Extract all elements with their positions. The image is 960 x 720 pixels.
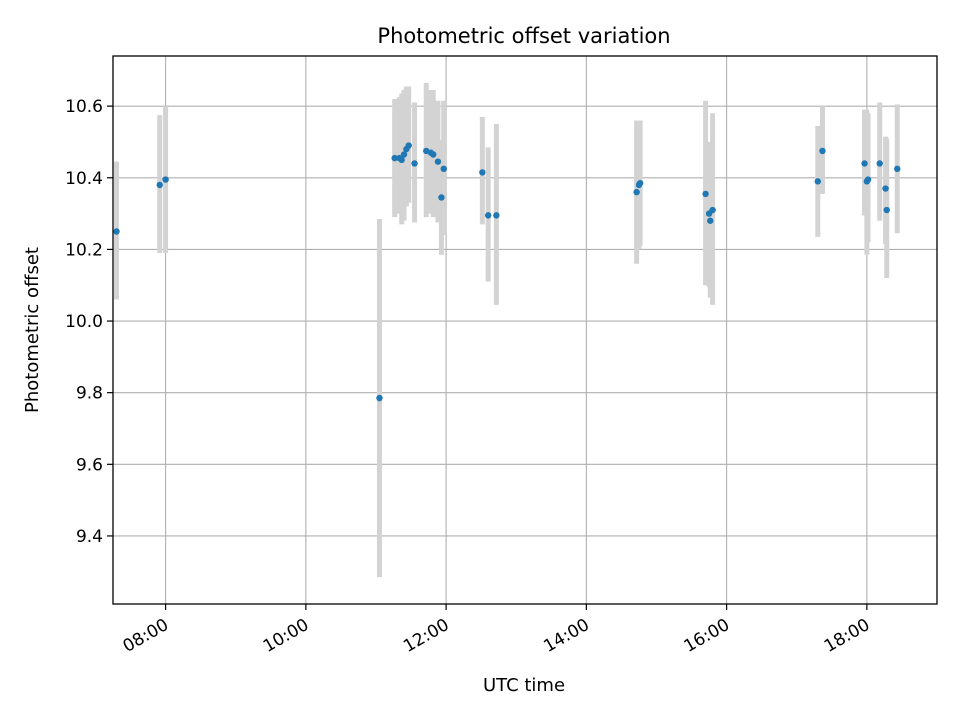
data-point	[391, 154, 398, 162]
data-point	[113, 228, 120, 235]
data-point	[493, 212, 500, 219]
data-point	[484, 212, 492, 219]
data-point	[707, 217, 714, 224]
plot-frame	[112, 55, 938, 605]
data-point	[430, 151, 437, 158]
data-point	[709, 206, 716, 214]
data-point	[882, 185, 889, 192]
data-point	[702, 190, 709, 198]
data-point	[864, 176, 872, 183]
y-tick-label: 10.6	[65, 97, 103, 117]
y-tick-label: 9.6	[76, 455, 103, 475]
y-tick-label: 9.4	[76, 527, 103, 547]
y-tick-label: 10.4	[65, 169, 103, 189]
data-point	[814, 178, 821, 185]
data-point	[440, 165, 447, 173]
point-layer	[113, 142, 901, 402]
data-point	[411, 160, 418, 167]
data-point	[162, 176, 169, 183]
y-tick-label: 10.2	[65, 240, 103, 260]
data-point	[398, 156, 405, 164]
data-point	[438, 194, 445, 201]
data-point	[883, 206, 890, 214]
data-point	[156, 181, 163, 189]
y-tick-label: 9.8	[76, 384, 103, 404]
data-point	[479, 169, 486, 176]
data-point	[636, 179, 644, 187]
chart-title: Photometric offset variation	[377, 24, 670, 48]
data-point	[894, 165, 901, 173]
data-point	[633, 188, 640, 196]
data-point	[819, 147, 826, 155]
y-axis-label: Photometric offset	[22, 247, 43, 413]
data-point	[376, 394, 383, 402]
data-point	[861, 160, 868, 167]
x-axis-label: UTC time	[483, 675, 565, 696]
data-point	[434, 158, 442, 165]
data-point	[876, 160, 883, 167]
data-point	[400, 151, 408, 158]
data-point	[405, 142, 412, 149]
y-tick-label: 10.0	[65, 312, 103, 332]
